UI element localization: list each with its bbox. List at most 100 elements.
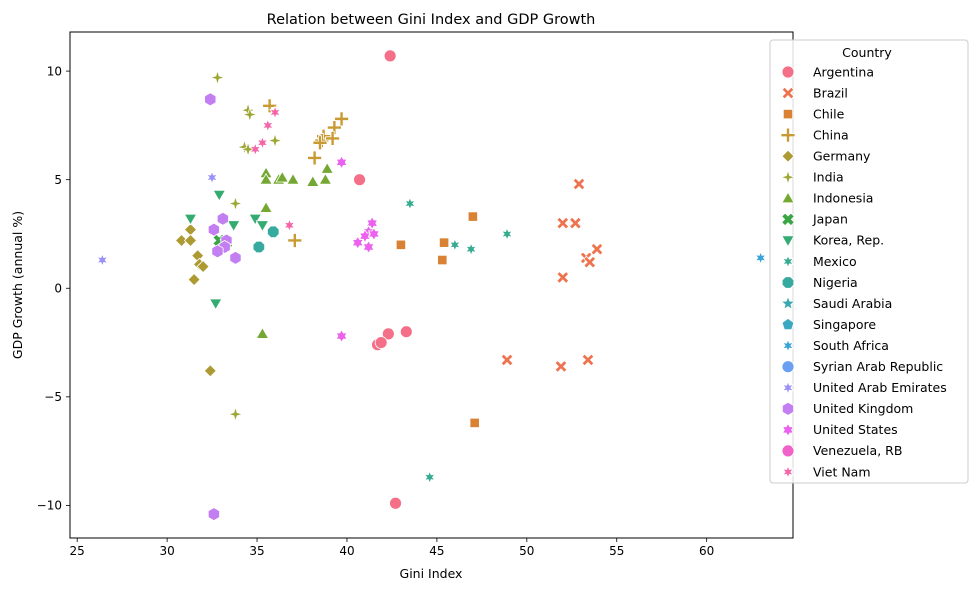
- legend-label: Brazil: [813, 85, 848, 100]
- data-point: [335, 329, 348, 344]
- legend-item: India: [779, 168, 844, 186]
- x-axis-label: Gini Index: [400, 566, 463, 581]
- data-point: [287, 233, 303, 248]
- data-point: [568, 216, 582, 230]
- legend-marker: [782, 109, 794, 120]
- data-point: [362, 240, 375, 254]
- plot-frame: [69, 31, 794, 539]
- legend-marker: [780, 295, 796, 311]
- data-point: [318, 172, 333, 185]
- y-tick-label: 5: [54, 173, 62, 187]
- data-point: [275, 170, 289, 183]
- data-point: [395, 239, 407, 250]
- data-point: [227, 405, 244, 423]
- legend-item: Brazil: [781, 85, 848, 100]
- x-tick-label: 50: [519, 544, 534, 558]
- legend-item: Korea, Rep.: [781, 233, 884, 248]
- legend-item: China: [780, 127, 849, 143]
- data-point: [590, 242, 604, 256]
- data-point: [325, 131, 340, 146]
- data-point: [467, 211, 478, 222]
- y-axis-label: GDP Growth (annual %): [10, 211, 25, 359]
- legend-label: Argentina: [813, 64, 874, 79]
- legend-marker: [781, 254, 795, 269]
- legend-marker: [781, 65, 795, 79]
- legend-label: Indonesia: [813, 191, 873, 206]
- data-point: [464, 242, 478, 257]
- data-point: [209, 69, 226, 86]
- data-point: [403, 196, 417, 211]
- legend-item: Germany: [781, 149, 871, 164]
- data-point: [326, 120, 342, 135]
- x-tick-label: 30: [159, 544, 174, 558]
- legend-item: United Kingdom: [781, 401, 913, 416]
- data-point: [256, 135, 269, 150]
- data-point: [374, 336, 388, 349]
- legend-item: Chile: [782, 106, 845, 121]
- legend-item: United States: [781, 422, 898, 437]
- data-point: [554, 360, 568, 373]
- data-point: [207, 222, 220, 237]
- data-point: [261, 118, 274, 133]
- legend-label: Singapore: [813, 317, 876, 332]
- legend-label: Nigeria: [813, 275, 858, 290]
- data-point: [334, 111, 349, 127]
- data-point: [248, 213, 263, 226]
- data-point: [448, 237, 462, 252]
- legend-item: United Arab Emirates: [781, 380, 947, 395]
- legend: Country Argentina Brazil Chile China Germany…: [769, 39, 969, 484]
- legend-label: Japan: [812, 212, 848, 227]
- legend-box: [769, 39, 969, 484]
- legend-marker: [781, 401, 795, 416]
- data-point: [216, 211, 229, 226]
- data-point: [583, 255, 597, 269]
- plot-area: 25 30 35 40 45 50 55 60 −10 −5 0 5 10: [37, 31, 794, 558]
- data-point: [500, 226, 514, 242]
- legend-label: United Arab Emirates: [813, 380, 947, 395]
- data-point: [399, 325, 413, 339]
- legend-label: India: [813, 170, 844, 185]
- data-point: [207, 507, 220, 522]
- data-point: [196, 259, 210, 274]
- data-point: [212, 189, 227, 202]
- data-point: [581, 353, 595, 367]
- data-point: [229, 250, 242, 265]
- legend-item: South Africa: [781, 338, 889, 353]
- legend-item: Singapore: [781, 317, 876, 332]
- x-tick-label: 25: [70, 544, 85, 558]
- data-point: [204, 92, 217, 107]
- data-point: [208, 298, 223, 311]
- data-point: [383, 49, 397, 63]
- data-point: [259, 172, 273, 185]
- x-tick-label: 60: [699, 544, 714, 558]
- data-point: [241, 106, 259, 123]
- legend-marker: [781, 235, 795, 248]
- legend-item: Japan: [781, 212, 848, 227]
- data-point: [183, 233, 198, 248]
- data-point: [286, 172, 300, 185]
- data-point: [255, 220, 270, 233]
- y-tick-label: 10: [47, 64, 62, 78]
- legend-marker: [781, 276, 795, 289]
- data-point: [437, 254, 448, 266]
- legend-marker: [780, 127, 796, 143]
- data-point: [226, 220, 241, 233]
- data-point: [267, 225, 280, 239]
- legend-marker: [781, 444, 795, 458]
- data-point: [556, 216, 570, 230]
- legend-marker: [779, 168, 797, 186]
- data-point: [438, 237, 450, 248]
- legend-item: Argentina: [781, 64, 874, 79]
- data-point: [239, 101, 257, 119]
- legend-label: Chile: [813, 106, 845, 121]
- data-point: [283, 218, 296, 233]
- data-point: [205, 170, 219, 185]
- data-point: [227, 195, 244, 212]
- legend-marker: [781, 422, 795, 437]
- data-point: [320, 162, 334, 174]
- legend-label: China: [813, 127, 849, 142]
- data-point: [266, 132, 284, 149]
- data-point: [335, 155, 348, 170]
- data-point: [96, 252, 109, 268]
